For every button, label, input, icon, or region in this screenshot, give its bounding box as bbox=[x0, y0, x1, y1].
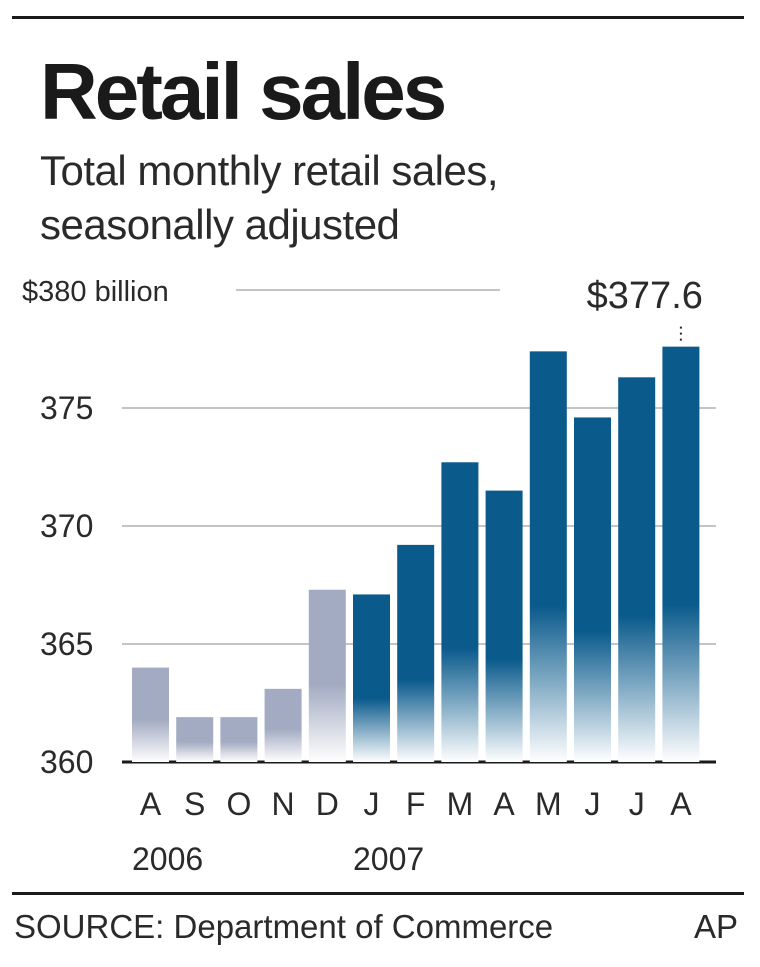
bar bbox=[353, 594, 390, 762]
bar bbox=[618, 377, 656, 762]
x-tick-label: O bbox=[226, 786, 251, 822]
source-note: SOURCE: Department of Commerce bbox=[14, 908, 554, 945]
y-tick-label: $380 billion bbox=[22, 276, 169, 308]
x-tick-label: M bbox=[447, 786, 474, 822]
bar bbox=[220, 717, 258, 762]
x-tick-label: A bbox=[670, 786, 692, 822]
x-tick-label: A bbox=[140, 786, 162, 822]
x-tick-label: M bbox=[535, 786, 562, 822]
year-label: 2007 bbox=[353, 841, 424, 877]
bar bbox=[308, 589, 346, 762]
bar bbox=[574, 417, 611, 762]
top-rule bbox=[12, 16, 744, 19]
bar bbox=[662, 346, 700, 762]
bottom-rule bbox=[12, 892, 744, 895]
x-tick-label: D bbox=[316, 786, 339, 822]
x-tick-label: J bbox=[364, 786, 380, 822]
y-tick-label: 370 bbox=[40, 508, 93, 544]
subtitle-line-2: seasonally adjusted bbox=[40, 201, 400, 248]
bar bbox=[176, 717, 214, 762]
credit-label: AP bbox=[694, 908, 739, 945]
bar bbox=[529, 351, 567, 762]
bar bbox=[264, 688, 302, 762]
year-label: 2006 bbox=[132, 841, 203, 877]
x-tick-label: J bbox=[585, 786, 601, 822]
bar bbox=[441, 462, 479, 762]
bar bbox=[132, 667, 169, 762]
x-tick-label: S bbox=[184, 786, 205, 822]
value-annotation: $377.6 bbox=[587, 275, 703, 317]
y-tick-label: 375 bbox=[40, 390, 93, 426]
x-tick-label: F bbox=[406, 786, 426, 822]
bar bbox=[397, 544, 435, 762]
chart-subtitle: Total monthly retail sales, seasonally a… bbox=[40, 144, 499, 252]
x-tick-label: J bbox=[629, 786, 645, 822]
x-tick-label: N bbox=[272, 786, 295, 822]
y-tick-label: 365 bbox=[40, 626, 93, 662]
y-tick-label: 360 bbox=[40, 744, 93, 780]
bar bbox=[485, 490, 523, 762]
chart-title: Retail sales bbox=[40, 47, 447, 136]
subtitle-line-1: Total monthly retail sales, bbox=[40, 147, 499, 194]
x-tick-label: A bbox=[493, 786, 515, 822]
